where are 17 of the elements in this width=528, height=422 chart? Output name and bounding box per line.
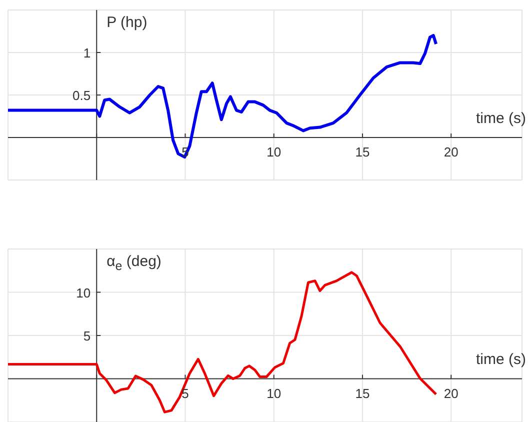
x-tick-label: 20: [444, 144, 458, 160]
y-tick-label: 0.5: [72, 88, 91, 103]
line-series: [8, 34, 438, 159]
y-axis-title: α$_{e}$ (deg): [106, 253, 162, 273]
x-tick-label: 20: [444, 386, 458, 401]
x-axis-title: time (s): [476, 110, 526, 126]
x-tick-label: 10: [266, 144, 282, 160]
x-tick-label: 15: [355, 386, 370, 401]
y-tick-label: 10: [76, 285, 91, 300]
y-axis-title: P (hp): [106, 14, 148, 31]
y-tick-label: 5: [83, 328, 91, 344]
y-tick-label: 1: [83, 46, 91, 60]
x-tick-label: 15: [355, 144, 370, 160]
x-tick-label: 5: [182, 386, 189, 401]
x-tick-label: 10: [266, 386, 282, 401]
x-axis-title: time (s): [476, 350, 526, 368]
line-series: [8, 271, 438, 414]
